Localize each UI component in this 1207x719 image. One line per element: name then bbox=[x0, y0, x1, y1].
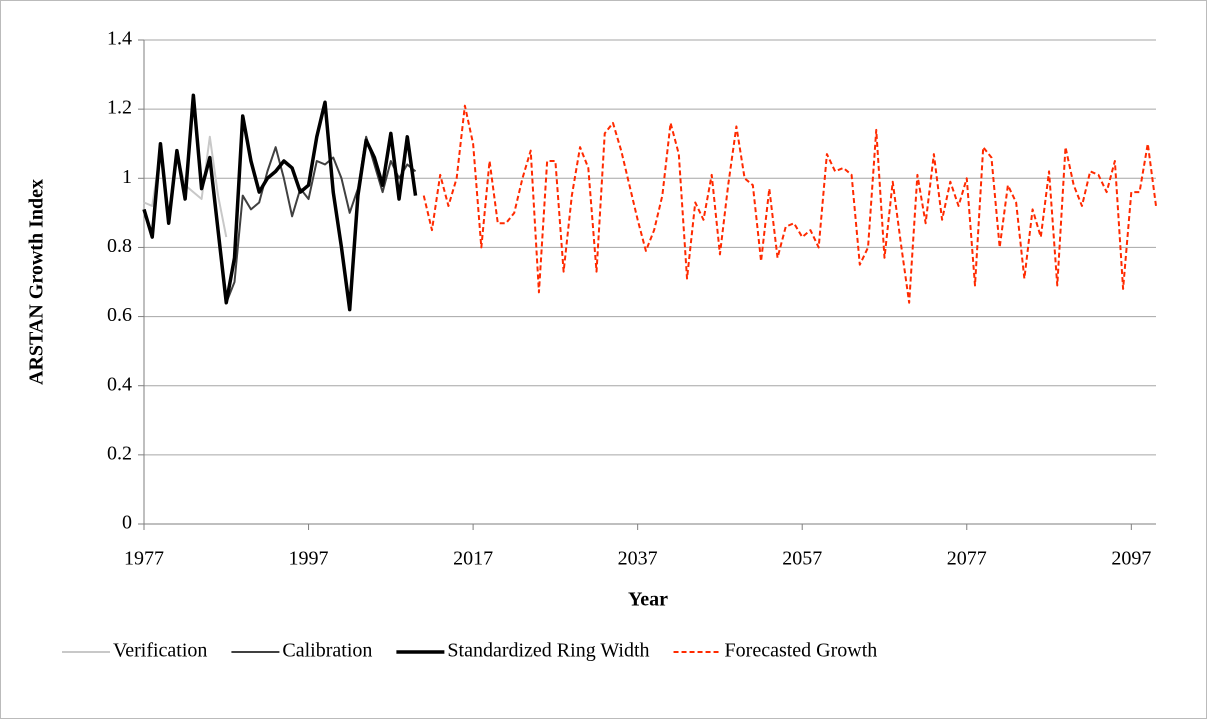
y-tick-label: 1.2 bbox=[107, 97, 132, 119]
x-tick-label: 2077 bbox=[947, 548, 987, 570]
x-tick-label: 1977 bbox=[124, 548, 164, 570]
x-tick-label: 1997 bbox=[289, 548, 329, 570]
y-tick-label: 1.4 bbox=[107, 28, 132, 50]
y-tick-label: 0 bbox=[122, 512, 132, 534]
series-line bbox=[422, 104, 1157, 304]
y-tick-label: 0.8 bbox=[107, 235, 132, 257]
y-tick-label: 1 bbox=[122, 166, 132, 188]
y-axis-title: ARSTAN Growth Index bbox=[26, 179, 48, 385]
y-tick-label: 0.4 bbox=[107, 373, 132, 395]
series-line bbox=[142, 93, 418, 312]
x-tick-label: 2037 bbox=[618, 548, 658, 570]
legend-label: Standardized Ring Width bbox=[447, 640, 649, 662]
legend-label: Verification bbox=[113, 640, 207, 662]
legend-label: Forecasted Growth bbox=[725, 640, 878, 662]
y-tick-label: 0.6 bbox=[107, 304, 132, 326]
x-tick-label: 2057 bbox=[782, 548, 822, 570]
legend-label: Calibration bbox=[282, 640, 372, 662]
x-axis-title: Year bbox=[628, 589, 668, 611]
x-tick-label: 2017 bbox=[453, 548, 493, 570]
series-line bbox=[225, 135, 417, 304]
y-tick-label: 0.2 bbox=[107, 442, 132, 464]
x-tick-label: 2097 bbox=[1111, 548, 1151, 570]
